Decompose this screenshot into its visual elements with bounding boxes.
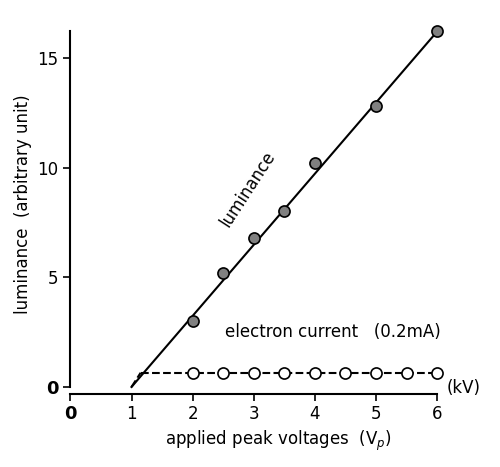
Text: electron current   (0.2mA): electron current (0.2mA) [226, 323, 441, 341]
Y-axis label: luminance  (arbitrary unit): luminance (arbitrary unit) [14, 94, 32, 313]
X-axis label: applied peak voltages  (V$_p$): applied peak voltages (V$_p$) [165, 429, 392, 453]
Text: (kV): (kV) [446, 379, 480, 397]
Text: luminance: luminance [216, 149, 279, 231]
